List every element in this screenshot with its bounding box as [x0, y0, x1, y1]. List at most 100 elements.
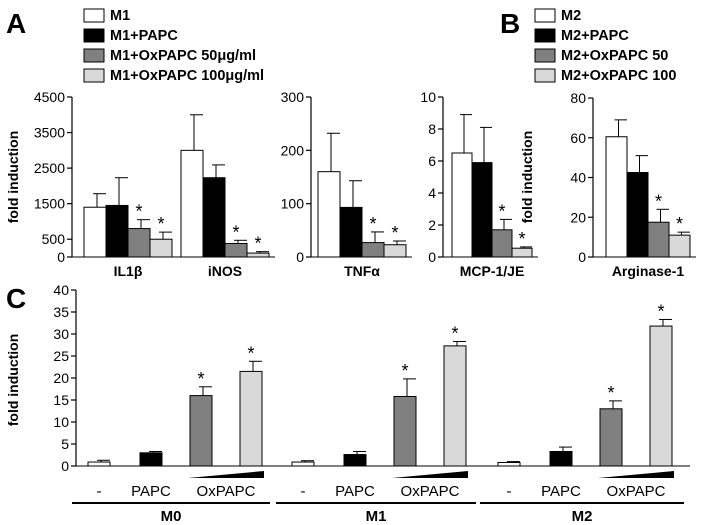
y-tick-label: 2	[428, 217, 436, 233]
bar	[149, 238, 173, 258]
condition-label: PAPC	[335, 483, 375, 500]
y-tick-label: 80	[570, 90, 586, 106]
bar	[317, 171, 341, 258]
legend-swatch	[534, 48, 556, 63]
bar	[87, 461, 111, 467]
dose-wedge	[392, 471, 468, 478]
bar	[393, 395, 417, 467]
y-tick-label: 2500	[34, 160, 65, 176]
y-tick-label: 35	[53, 304, 69, 320]
y-tick-label: 300	[281, 89, 305, 105]
y-tick-label: 25	[53, 348, 69, 364]
condition-label: -	[301, 483, 306, 500]
significance-star: *	[135, 202, 142, 222]
y-tick-label: 10	[53, 414, 69, 430]
panel-letter-c: C	[6, 283, 26, 314]
legend-panel-b: M2 M2+PAPC M2+OxPAPC 50 M2+OxPAPC 100	[534, 8, 676, 84]
panel-letter-a: A	[6, 8, 26, 39]
category-label: IL1β	[114, 263, 143, 279]
y-tick-label: 30	[53, 326, 69, 342]
y-tick-label: 500	[42, 231, 66, 247]
y-tick-label: 60	[570, 130, 586, 146]
y-tick-label: 20	[570, 209, 586, 225]
significance-star: *	[391, 223, 398, 243]
legend-label: M1+OxPAPC 50μg/ml	[110, 48, 256, 64]
significance-star: *	[369, 214, 376, 234]
legend-swatch	[534, 68, 556, 83]
legend-swatch	[83, 28, 105, 43]
y-tick-label: 1500	[34, 196, 65, 212]
legend-swatch	[83, 8, 105, 23]
group-label: M2	[572, 508, 593, 525]
y-tick-label: 20	[53, 370, 69, 386]
y-tick-label: 0	[57, 249, 65, 265]
bar	[180, 149, 204, 258]
significance-star: *	[498, 201, 505, 221]
legend-swatch	[83, 68, 105, 83]
bar	[361, 242, 385, 258]
chart-a-il1b-inos: 0 500 1500 2500 3500 4500 fold induction * * IL1β…	[5, 89, 275, 279]
chart-a-mcp1: 0 2 4 6 8 10 * * MCP-1/JE	[420, 89, 538, 279]
group-label: M1	[366, 508, 387, 525]
condition-label: PAPC	[131, 483, 171, 500]
y-tick-label: 0	[428, 249, 436, 265]
bar	[599, 408, 623, 467]
y-tick-label: 40	[570, 170, 586, 186]
legend-label: M1+OxPAPC 100μg/ml	[110, 68, 264, 84]
condition-label: -	[507, 483, 512, 500]
significance-star: *	[657, 301, 664, 321]
y-tick-label: 40	[53, 282, 69, 298]
y-tick-label: 100	[281, 196, 305, 212]
bar	[511, 247, 533, 258]
dose-wedge	[188, 471, 264, 478]
y-tick-label: 4	[428, 185, 436, 201]
condition-label: OxPAPC	[197, 483, 256, 500]
dose-wedge	[598, 471, 674, 478]
legend-label: M1+PAPC	[110, 28, 178, 44]
y-tick-label: 0	[578, 249, 586, 265]
condition-label: PAPC	[541, 483, 581, 500]
category-label: MCP-1/JE	[460, 263, 525, 279]
significance-star: *	[518, 229, 525, 249]
bar	[246, 252, 270, 258]
bar	[605, 136, 628, 258]
bar	[549, 450, 573, 467]
significance-star: *	[247, 343, 254, 363]
significance-star: *	[451, 323, 458, 343]
bar	[291, 461, 315, 467]
legend-label: M2+OxPAPC 50	[561, 48, 668, 64]
significance-star: *	[232, 222, 239, 242]
legend-label: M2+OxPAPC 100	[561, 68, 676, 84]
bar	[224, 242, 248, 258]
category-label: TNFα	[344, 263, 380, 279]
y-axis-title: fold induction	[5, 334, 21, 427]
significance-star: *	[655, 191, 662, 211]
chart-c-grouped: 0 5 10 15 20 25 30 35 40 fold induction * * - PAPC OxP…	[5, 282, 690, 525]
legend-label: M2	[561, 8, 581, 24]
y-tick-label: 15	[53, 392, 69, 408]
bar	[443, 345, 467, 467]
y-axis-title: fold induction	[5, 131, 21, 224]
bar	[471, 162, 493, 258]
legend-swatch	[534, 8, 556, 23]
bar	[647, 221, 670, 258]
significance-star: *	[676, 214, 683, 234]
significance-star: *	[254, 234, 261, 254]
bar	[239, 370, 263, 467]
bar	[491, 229, 513, 258]
legend-panel-a: M1 M1+PAPC M1+OxPAPC 50μg/ml M1+OxPAPC 100μ…	[83, 8, 264, 84]
y-tick-label: 4500	[34, 89, 65, 105]
significance-star: *	[401, 361, 408, 381]
category-label: iNOS	[208, 263, 242, 279]
y-tick-label: 5	[61, 436, 69, 452]
condition-label: OxPAPC	[401, 483, 460, 500]
bar	[105, 204, 129, 258]
bar	[202, 177, 226, 258]
category-label: Arginase-1	[612, 263, 685, 279]
bar	[649, 325, 673, 467]
condition-label: OxPAPC	[607, 483, 666, 500]
legend-swatch	[534, 28, 556, 43]
legend-swatch	[83, 48, 105, 63]
significance-star: *	[157, 214, 164, 234]
